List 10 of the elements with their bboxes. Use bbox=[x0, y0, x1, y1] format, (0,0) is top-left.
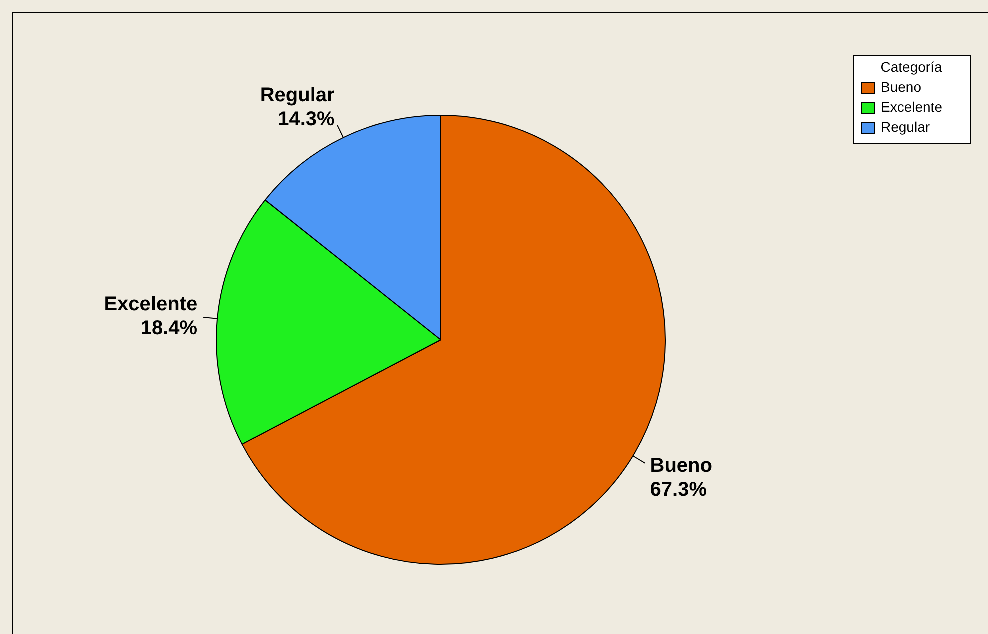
data-label: 14.3% bbox=[278, 108, 336, 130]
legend-label: Excelente bbox=[881, 98, 943, 115]
data-label: 18.4% bbox=[140, 318, 198, 340]
data-label: 67.3% bbox=[650, 478, 708, 501]
legend-label: Bueno bbox=[881, 78, 922, 95]
slice-label: Excelente bbox=[104, 294, 198, 316]
slice-label: Regular bbox=[260, 84, 336, 106]
legend-label: Regular bbox=[881, 118, 930, 135]
slice-label: Bueno bbox=[650, 454, 712, 477]
legend-title: Categoría bbox=[880, 58, 942, 75]
